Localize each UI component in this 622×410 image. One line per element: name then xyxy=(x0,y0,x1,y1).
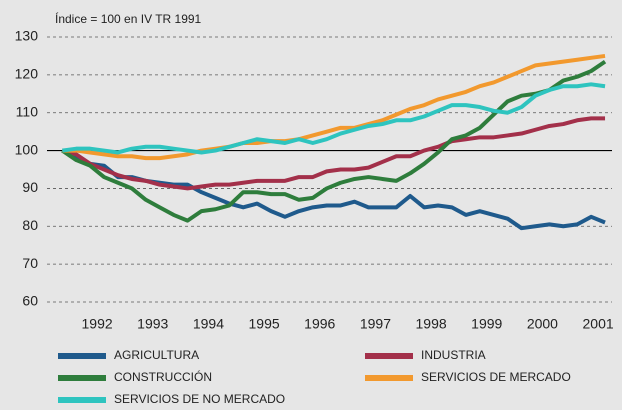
x-tick-label: 2001 xyxy=(583,316,614,332)
y-tick-label: 80 xyxy=(22,217,38,233)
x-tick-label: 1997 xyxy=(360,316,391,332)
legend-swatch xyxy=(58,397,106,403)
legend-swatch xyxy=(58,353,106,359)
y-tick-label: 130 xyxy=(15,28,39,44)
x-tick-label: 1993 xyxy=(137,316,168,332)
x-tick-label: 1992 xyxy=(82,316,113,332)
x-tick-label: 1995 xyxy=(249,316,280,332)
y-tick-label: 60 xyxy=(22,293,38,309)
legend-swatch xyxy=(365,375,413,381)
legend-label: INDUSTRIA xyxy=(421,348,486,362)
x-tick-label: 1998 xyxy=(416,316,447,332)
line-series xyxy=(61,148,606,231)
y-tick-label: 70 xyxy=(22,255,38,271)
line-series xyxy=(61,116,606,191)
legend-label: CONSTRUCCIÓN xyxy=(114,369,212,384)
line-series xyxy=(62,53,606,161)
y-tick-label: 120 xyxy=(15,66,39,82)
legend-label: AGRICULTURA xyxy=(114,348,199,362)
legend-swatch xyxy=(365,353,413,359)
x-tick-label: 1999 xyxy=(471,316,502,332)
legend-label: SERVICIOS DE MERCADO xyxy=(421,370,571,384)
y-tick-label: 110 xyxy=(16,103,39,119)
legend-label: SERVICIOS DE NO MERCADO xyxy=(114,392,285,406)
y-tick-label: 100 xyxy=(15,141,39,157)
annotation: Índice = 100 en IV TR 1991 xyxy=(55,11,202,26)
x-tick-label: 1994 xyxy=(193,316,224,332)
line-series xyxy=(61,59,607,223)
x-tick-label: 2000 xyxy=(527,316,558,332)
line-series xyxy=(62,82,606,155)
x-tick-label: 1996 xyxy=(304,316,335,332)
legend-swatch xyxy=(58,375,106,381)
y-tick-label: 90 xyxy=(22,179,38,195)
